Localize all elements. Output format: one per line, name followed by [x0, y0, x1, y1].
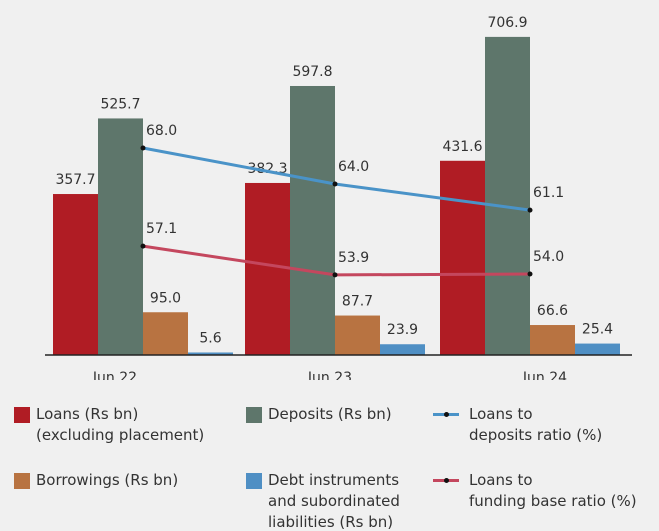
point [332, 272, 338, 278]
bar [440, 160, 485, 355]
data-label: 95.0 [150, 290, 181, 306]
data-label: 357.7 [55, 172, 95, 188]
point [527, 271, 533, 277]
data-label: 597.8 [292, 64, 332, 80]
data-label: 23.9 [387, 322, 418, 338]
legend-swatch [14, 473, 30, 489]
bar [188, 352, 233, 355]
legend-label: Loans (Rs bn) (excluding placement) [36, 405, 205, 444]
x-tick-label: Jun 23 [307, 370, 352, 380]
legend-label: Deposits (Rs bn) [268, 405, 392, 423]
legend-label: Loans to deposits ratio (%) [469, 405, 603, 444]
data-label: 706.9 [487, 15, 527, 31]
data-label: 53.9 [338, 250, 369, 266]
x-tick-label: Jun 24 [522, 370, 567, 380]
point [140, 243, 146, 249]
data-label: 64.0 [338, 159, 369, 175]
bar [245, 182, 290, 355]
data-label: 66.6 [537, 303, 568, 319]
x-tick-label: Jun 22 [92, 370, 137, 380]
legend-label: Loans to funding base ratio (%) [469, 471, 637, 510]
legend-label: Borrowings (Rs bn) [36, 471, 179, 489]
bar [98, 118, 143, 355]
data-label: 525.7 [100, 96, 140, 112]
data-label: 68.0 [146, 123, 177, 139]
legend-swatch [14, 407, 30, 423]
legend-swatch [246, 407, 262, 423]
legend-dot [444, 412, 449, 417]
point [332, 181, 338, 187]
bar [380, 344, 425, 355]
bar [575, 343, 620, 355]
legend-label: Debt instruments and subordinated liabil… [268, 471, 400, 531]
data-label: 57.1 [146, 221, 177, 237]
data-label: 25.4 [582, 322, 613, 338]
legend-swatch [246, 473, 262, 489]
data-label: 87.7 [342, 294, 373, 310]
point [527, 207, 533, 213]
bar [143, 312, 188, 355]
data-label: 431.6 [442, 139, 482, 155]
bar [335, 315, 380, 355]
legend-dot [444, 478, 449, 483]
bar [530, 325, 575, 355]
bar [290, 85, 335, 356]
data-label: 5.6 [199, 330, 221, 346]
bar [485, 36, 530, 356]
data-label: 54.0 [533, 249, 564, 265]
data-label: 61.1 [533, 185, 564, 201]
point [140, 145, 146, 151]
bar [53, 194, 98, 355]
